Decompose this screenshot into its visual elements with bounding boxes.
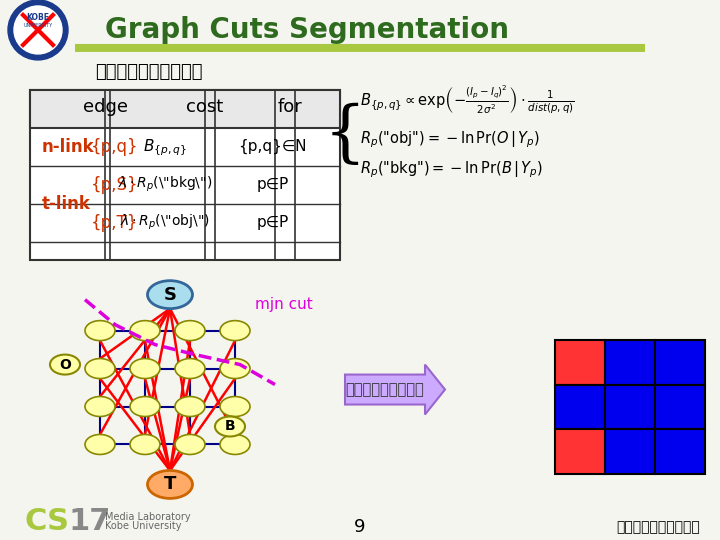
Text: セグメンテーション: セグメンテーション	[346, 382, 424, 397]
Bar	[605, 429, 655, 475]
Bar	[555, 384, 605, 429]
Text: for: for	[278, 98, 302, 116]
Text: KOBE: KOBE	[27, 14, 50, 23]
Text: edge: edge	[83, 98, 127, 116]
Text: {: {	[324, 103, 366, 168]
Text: Graph Cuts Segmentation: Graph Cuts Segmentation	[105, 16, 509, 44]
Ellipse shape	[130, 359, 160, 379]
Bar	[605, 340, 655, 384]
Text: 17: 17	[68, 507, 110, 536]
Text: B: B	[225, 420, 235, 434]
Bar	[555, 429, 605, 475]
Ellipse shape	[130, 396, 160, 416]
Text: $R_p(\text{"bkg"}) = -\ln\Pr(B\,|\,Y_p)$: $R_p(\text{"bkg"}) = -\ln\Pr(B\,|\,Y_p)$	[360, 159, 543, 180]
Ellipse shape	[148, 470, 192, 498]
Text: エッジに対するコスト: エッジに対するコスト	[95, 63, 202, 81]
Ellipse shape	[220, 359, 250, 379]
Text: T: T	[164, 475, 176, 494]
Text: S: S	[163, 286, 176, 303]
Text: Kobe University: Kobe University	[105, 522, 181, 531]
FancyBboxPatch shape	[75, 44, 645, 52]
Bar	[30, 90, 340, 128]
Bar	[605, 384, 655, 429]
Text: $\lambda \cdot R_p$(\"bkg\"): $\lambda \cdot R_p$(\"bkg\")	[118, 175, 212, 194]
Text: $\lambda \cdot R_p$(\"obj\"): $\lambda \cdot R_p$(\"obj\")	[120, 213, 210, 232]
Text: p∈P: p∈P	[256, 215, 289, 230]
Bar	[555, 340, 605, 384]
Text: Media Laboratory: Media Laboratory	[105, 512, 191, 522]
Text: t-link: t-link	[42, 195, 91, 213]
Text: {p,S}: {p,S}	[91, 176, 139, 194]
Text: {p,q}: {p,q}	[91, 138, 139, 156]
Bar	[655, 429, 705, 475]
Ellipse shape	[85, 321, 115, 341]
FancyArrow shape	[345, 364, 445, 415]
Text: 情報処理学会関西支部: 情報処理学会関西支部	[616, 521, 700, 535]
Bar	[655, 340, 705, 384]
Text: p∈P: p∈P	[256, 177, 289, 192]
Text: O: O	[59, 357, 71, 372]
Text: $B_{\{p,q\}} \propto \exp\!\left(-\frac{(I_p - I_q)^2}{2\sigma^2}\right) \cdot \: $B_{\{p,q\}} \propto \exp\!\left(-\frac{…	[360, 84, 575, 116]
Ellipse shape	[130, 321, 160, 341]
Bar	[30, 90, 340, 260]
Ellipse shape	[220, 321, 250, 341]
Text: cost: cost	[186, 98, 224, 116]
Ellipse shape	[220, 396, 250, 416]
Ellipse shape	[175, 359, 205, 379]
Ellipse shape	[85, 435, 115, 455]
Ellipse shape	[175, 396, 205, 416]
Text: 9: 9	[354, 518, 366, 536]
Text: $R_p(\text{"obj"}) = -\ln\Pr(O\,|\,Y_p)$: $R_p(\text{"obj"}) = -\ln\Pr(O\,|\,Y_p)$	[360, 130, 540, 150]
Circle shape	[8, 0, 68, 60]
Ellipse shape	[85, 359, 115, 379]
Ellipse shape	[220, 435, 250, 455]
Ellipse shape	[175, 321, 205, 341]
Text: n-link: n-link	[42, 138, 94, 156]
Ellipse shape	[50, 355, 80, 375]
Text: UNIVERSITY: UNIVERSITY	[23, 23, 53, 29]
Ellipse shape	[130, 435, 160, 455]
Ellipse shape	[175, 435, 205, 455]
Text: {p,q}∈N: {p,q}∈N	[238, 139, 307, 154]
Text: CS: CS	[25, 507, 70, 536]
Text: $B_{\{p,q\}}$: $B_{\{p,q\}}$	[143, 137, 187, 157]
Text: mjn cut: mjn cut	[255, 297, 312, 312]
Bar	[655, 384, 705, 429]
Text: {p,T}: {p,T}	[91, 214, 139, 232]
Ellipse shape	[215, 416, 245, 436]
Ellipse shape	[85, 396, 115, 416]
Ellipse shape	[148, 281, 192, 309]
Circle shape	[14, 6, 62, 54]
